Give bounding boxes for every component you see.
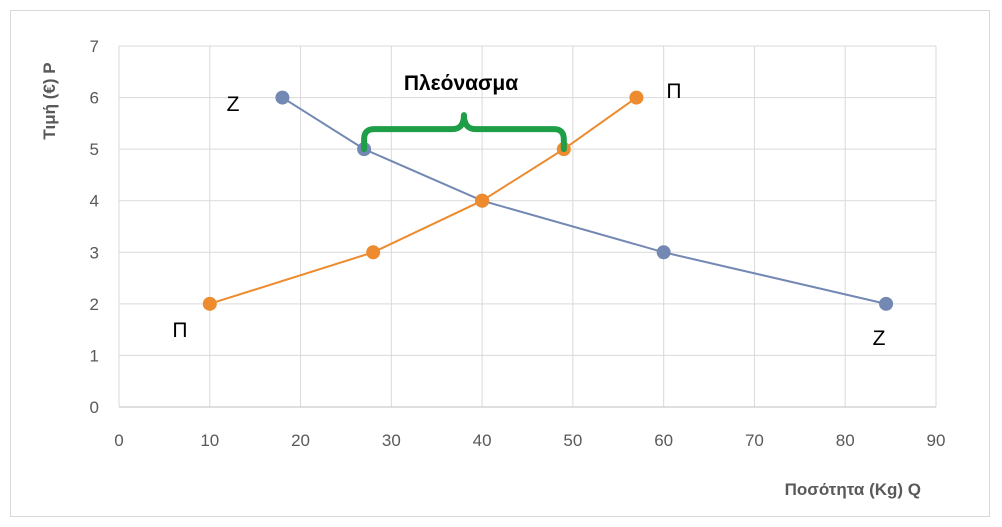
y-tick-label: 1 bbox=[90, 346, 99, 365]
x-tick-label: 50 bbox=[563, 431, 582, 450]
y-tick-label: 0 bbox=[90, 398, 99, 417]
x-tick-label: 70 bbox=[745, 431, 764, 450]
y-tick-label: 3 bbox=[90, 243, 99, 262]
surplus-label: Πλεόνασμα bbox=[404, 72, 518, 95]
data-point-series-1 bbox=[275, 90, 290, 105]
x-tick-label: 30 bbox=[382, 431, 401, 450]
x-tick-label: 10 bbox=[200, 431, 219, 450]
y-tick-label: 6 bbox=[90, 89, 99, 108]
y-axis-title: Τιμή (€) P bbox=[40, 62, 59, 139]
data-point-series-2 bbox=[475, 193, 490, 208]
x-tick-label: 80 bbox=[836, 431, 855, 450]
y-tick-label: 2 bbox=[90, 295, 99, 314]
data-point-series-1 bbox=[656, 245, 671, 260]
y-tick-label: 4 bbox=[90, 192, 99, 211]
x-tick-label: 40 bbox=[473, 431, 492, 450]
axes bbox=[118, 46, 936, 408]
data-point-series-2 bbox=[202, 296, 217, 311]
chart-frame: 0 10 20 30 40 50 60 70 80 90 0 1 2 3 4 5 6 7 Ποσότητα (Kg… bbox=[10, 10, 990, 517]
data-point-series-1 bbox=[879, 296, 894, 311]
y-tick-label: 7 bbox=[90, 37, 99, 56]
demand-label-top: Ζ bbox=[227, 93, 240, 116]
x-tick-label: 60 bbox=[654, 431, 673, 450]
tick-labels: 0 10 20 30 40 50 60 70 80 90 0 1 2 3 4 5 6 7 bbox=[90, 37, 946, 450]
supply-label-bottom: Π bbox=[172, 319, 187, 342]
supply-label-top: Π bbox=[666, 80, 681, 103]
x-axis-title: Ποσότητα (Kg) Q bbox=[785, 480, 921, 499]
x-tick-label: 90 bbox=[927, 431, 946, 450]
x-tick-label: 0 bbox=[114, 431, 123, 450]
data-point-series-2 bbox=[629, 90, 644, 105]
surplus-brace-path bbox=[361, 112, 567, 153]
surplus-brace bbox=[361, 112, 567, 153]
grid-lines bbox=[119, 45, 937, 407]
demand-label-bottom: Ζ bbox=[873, 327, 886, 350]
chart-svg: 0 10 20 30 40 50 60 70 80 90 0 1 2 3 4 5 6 7 Ποσότητα (Kg… bbox=[40, 37, 946, 499]
x-tick-label: 20 bbox=[291, 431, 310, 450]
data-point-series-2 bbox=[366, 245, 381, 260]
y-tick-label: 5 bbox=[90, 140, 99, 159]
